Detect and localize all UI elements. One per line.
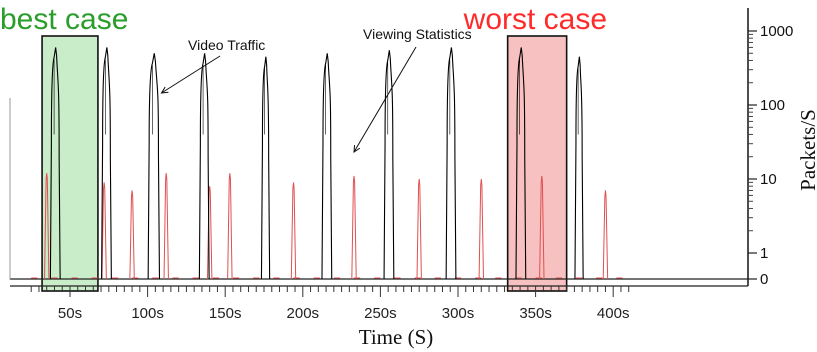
video-burst xyxy=(49,47,61,280)
y-tick-label: 100 xyxy=(760,97,785,114)
x-axis-title: Time (S) xyxy=(359,325,434,349)
stats-spike xyxy=(227,173,233,280)
video-burst xyxy=(515,47,527,280)
annotation-stats: Viewing Statistics xyxy=(363,26,472,42)
x-tick-label: 350s xyxy=(519,305,552,322)
annotation-arrowhead-video xyxy=(160,86,169,94)
stats-spike xyxy=(290,182,297,280)
x-tick-label: 250s xyxy=(364,305,397,322)
y-axis-title: Packets/S xyxy=(796,109,817,191)
video-burst xyxy=(101,47,112,280)
stats-spike xyxy=(129,190,135,280)
stats-spike xyxy=(478,178,484,280)
stats-spike xyxy=(539,175,545,280)
video-burst xyxy=(574,56,584,280)
y-tick-label: 10 xyxy=(760,171,777,188)
stats-spike xyxy=(44,173,50,280)
video-burst xyxy=(383,50,395,280)
stats-spike xyxy=(602,190,609,280)
video-burst xyxy=(147,53,161,280)
x-tick-label: 300s xyxy=(442,305,475,322)
x-tick-label: 150s xyxy=(209,305,242,322)
video-burst xyxy=(198,53,210,280)
annotation-arrowhead-stats xyxy=(353,144,361,153)
x-tick-label: 100s xyxy=(131,305,164,322)
annotation-video: Video Traffic xyxy=(188,37,265,53)
highlight-label-worst: worst case xyxy=(463,3,607,36)
video-burst xyxy=(321,53,333,280)
annotation-arrow-video xyxy=(161,55,221,94)
x-tick-label: 200s xyxy=(287,305,320,322)
y-tick-label: 1 xyxy=(760,245,768,262)
x-tick-label: 400s xyxy=(597,305,630,322)
highlight-label-best: best case xyxy=(0,3,128,36)
x-tick-label: 50s xyxy=(58,305,82,322)
annotation-arrow-stats xyxy=(353,46,417,153)
stats-spike xyxy=(163,173,169,280)
video-burst xyxy=(260,56,271,280)
stats-spike xyxy=(351,175,357,280)
y-tick-label: 1000 xyxy=(760,23,793,40)
video-burst xyxy=(445,47,457,280)
stats-spike xyxy=(101,182,107,280)
y-tick-label: 0 xyxy=(760,271,768,288)
stats-spike xyxy=(416,178,422,280)
